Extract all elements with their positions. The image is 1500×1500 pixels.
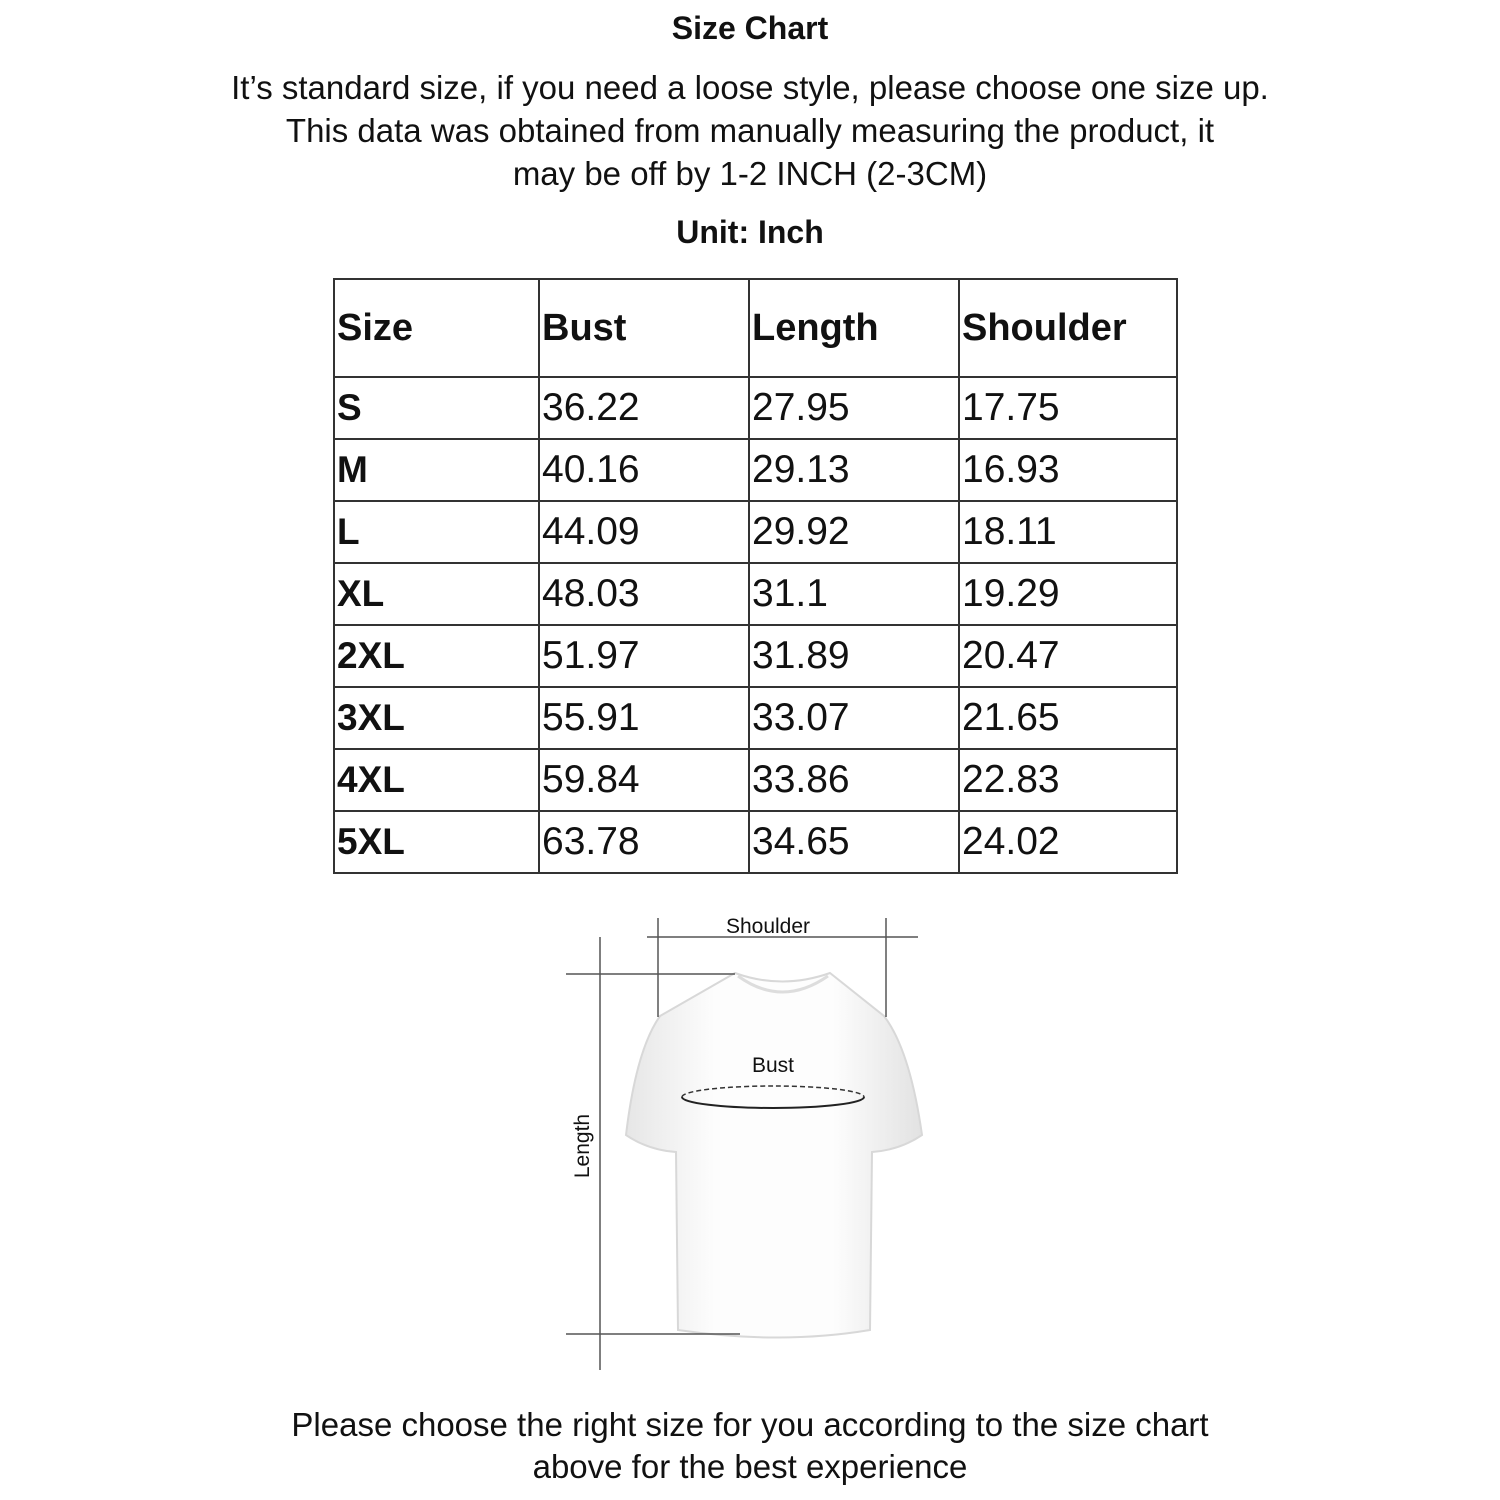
cell-size: 2XL	[333, 624, 540, 688]
cell-shoulder: 24.02	[958, 810, 1178, 874]
cell-size: 3XL	[333, 686, 540, 750]
bust-label: Bust	[752, 1054, 794, 1077]
cell-bust: 36.22	[538, 376, 750, 440]
cell-bust: 40.16	[538, 438, 750, 502]
page-title: Size Chart	[671, 10, 829, 46]
cell-shoulder: 20.47	[958, 624, 1178, 688]
cell-length: 29.13	[748, 438, 960, 502]
header-length: Length	[748, 278, 960, 378]
size-note-line: This data was obtained from manually mea…	[285, 112, 1215, 149]
cell-shoulder: 21.65	[958, 686, 1178, 750]
cell-length: 27.95	[748, 376, 960, 440]
cell-bust: 51.97	[538, 624, 750, 688]
table-row: M 40.16 29.13 16.93	[333, 438, 1178, 502]
header-shoulder: Shoulder	[958, 278, 1178, 378]
cell-length: 34.65	[748, 810, 960, 874]
cell-bust: 48.03	[538, 562, 750, 626]
cell-shoulder: 17.75	[958, 376, 1178, 440]
cell-bust: 44.09	[538, 500, 750, 564]
shoulder-label: Shoulder	[726, 915, 810, 938]
cell-length: 33.07	[748, 686, 960, 750]
table-row: 5XL 63.78 34.65 24.02	[333, 810, 1178, 874]
footer-line: above for the best experience	[532, 1448, 968, 1485]
cell-bust: 59.84	[538, 748, 750, 812]
tshirt-icon	[624, 971, 924, 1339]
cell-shoulder: 16.93	[958, 438, 1178, 502]
length-label: Length	[571, 1114, 594, 1178]
cell-size: XL	[333, 562, 540, 626]
footer-note: Please choose the right size for you acc…	[0, 1404, 1500, 1488]
table-row: S 36.22 27.95 17.75	[333, 376, 1178, 440]
cell-length: 29.92	[748, 500, 960, 564]
table-row: 2XL 51.97 31.89 20.47	[333, 624, 1178, 688]
cell-shoulder: 22.83	[958, 748, 1178, 812]
header-bust: Bust	[538, 278, 750, 378]
cell-size: 4XL	[333, 748, 540, 812]
cell-size: 5XL	[333, 810, 540, 874]
table-row: L 44.09 29.92 18.11	[333, 500, 1178, 564]
cell-bust: 55.91	[538, 686, 750, 750]
cell-size: S	[333, 376, 540, 440]
cell-length: 31.1	[748, 562, 960, 626]
size-note-line: It’s standard size, if you need a loose …	[231, 69, 1269, 106]
unit-label: Unit: Inch	[676, 214, 824, 250]
size-note-line: may be off by 1-2 INCH (2-3CM)	[512, 155, 988, 192]
table-row: 4XL 59.84 33.86 22.83	[333, 748, 1178, 812]
cell-size: L	[333, 500, 540, 564]
size-note: It’s standard size, if you need a loose …	[0, 66, 1500, 195]
size-table: Size Bust Length Shoulder S 36.22 27.95 17.…	[333, 278, 1178, 874]
table-header-row: Size Bust Length Shoulder	[333, 278, 1178, 378]
bust-measure-line	[681, 1085, 865, 1098]
cell-bust: 63.78	[538, 810, 750, 874]
table-row: 3XL 55.91 33.07 21.65	[333, 686, 1178, 750]
table-row: XL 48.03 31.1 19.29	[333, 562, 1178, 626]
footer-line: Please choose the right size for you acc…	[291, 1406, 1209, 1443]
cell-shoulder: 18.11	[958, 500, 1178, 564]
cell-length: 31.89	[748, 624, 960, 688]
cell-length: 33.86	[748, 748, 960, 812]
cell-shoulder: 19.29	[958, 562, 1178, 626]
header-size: Size	[333, 278, 540, 378]
cell-size: M	[333, 438, 540, 502]
